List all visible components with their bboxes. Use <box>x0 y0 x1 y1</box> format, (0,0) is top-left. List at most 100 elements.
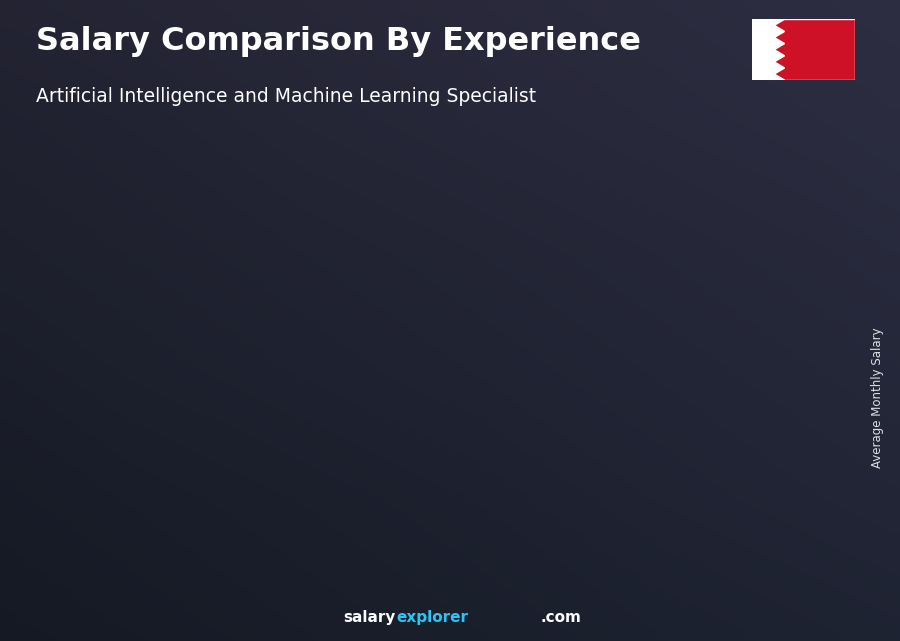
Text: Salary Comparison By Experience: Salary Comparison By Experience <box>36 26 641 56</box>
Text: +6%: +6% <box>537 266 582 284</box>
Bar <box>207 574 274 577</box>
Bar <box>335 474 401 477</box>
Bar <box>590 533 657 537</box>
Bar <box>335 512 401 515</box>
Bar <box>590 369 657 373</box>
Bar <box>463 569 529 572</box>
Bar <box>590 351 657 356</box>
Bar <box>207 492 274 494</box>
Bar <box>463 413 529 418</box>
Bar <box>335 570 401 574</box>
Bar <box>718 558 785 562</box>
Bar <box>590 524 657 528</box>
Bar <box>79 572 146 574</box>
Bar <box>718 481 785 485</box>
Bar <box>718 572 785 577</box>
Bar <box>79 489 146 491</box>
Text: 1,890 BHD: 1,890 BHD <box>328 353 408 367</box>
Bar <box>718 485 785 490</box>
Bar <box>335 419 401 422</box>
Bar <box>718 433 785 437</box>
Bar <box>207 456 274 458</box>
Bar <box>463 351 529 354</box>
Bar <box>207 431 274 434</box>
Bar <box>463 447 529 451</box>
Bar <box>207 490 274 492</box>
Bar <box>590 453 657 457</box>
Bar <box>590 395 657 400</box>
Bar <box>79 515 146 517</box>
Bar <box>590 501 657 506</box>
Bar <box>590 333 657 338</box>
Bar <box>207 480 274 483</box>
Bar <box>79 537 146 538</box>
Bar <box>718 322 785 327</box>
Bar <box>718 533 785 538</box>
Bar <box>335 439 401 442</box>
Bar <box>207 565 274 567</box>
Bar <box>207 531 274 533</box>
Bar <box>590 404 657 408</box>
Bar <box>79 561 146 563</box>
Bar <box>79 486 146 488</box>
Bar <box>207 540 274 543</box>
Bar <box>335 497 401 501</box>
Bar <box>463 422 529 426</box>
Bar <box>463 556 529 560</box>
Bar <box>590 311 657 315</box>
Bar <box>335 491 401 494</box>
Bar <box>718 519 785 524</box>
Bar <box>79 498 146 500</box>
Bar <box>463 481 529 485</box>
Bar <box>335 542 401 546</box>
Bar <box>718 351 785 356</box>
Bar <box>335 508 401 512</box>
Bar <box>335 387 401 391</box>
Bar <box>79 514 146 515</box>
Bar <box>335 429 401 432</box>
Bar <box>207 526 274 528</box>
Bar <box>463 514 529 518</box>
Bar <box>590 488 657 493</box>
Bar <box>463 476 529 481</box>
Bar <box>207 560 274 562</box>
Bar <box>718 504 785 510</box>
Bar <box>463 493 529 497</box>
Bar <box>335 408 401 412</box>
Bar <box>79 544 146 545</box>
Bar <box>590 563 657 568</box>
Bar <box>207 504 274 506</box>
Bar <box>463 526 529 531</box>
Bar <box>590 400 657 404</box>
Bar <box>590 519 657 524</box>
Bar <box>79 507 146 509</box>
Bar <box>79 472 146 474</box>
Bar <box>335 470 401 474</box>
Bar <box>590 493 657 497</box>
Bar <box>207 437 274 438</box>
Bar <box>335 501 401 504</box>
Bar <box>207 478 274 480</box>
Bar <box>590 426 657 431</box>
Bar <box>335 449 401 453</box>
Bar <box>463 522 529 527</box>
Bar <box>335 560 401 563</box>
Bar <box>718 356 785 360</box>
Bar <box>207 485 274 487</box>
Bar <box>463 405 529 409</box>
Bar <box>718 399 785 404</box>
Text: 2,430 BHD: 2,430 BHD <box>584 294 663 308</box>
Bar <box>463 535 529 539</box>
Bar <box>207 502 274 504</box>
Bar <box>335 504 401 508</box>
Bar <box>463 371 529 376</box>
Bar <box>79 521 146 522</box>
Bar <box>207 446 274 449</box>
Bar <box>335 549 401 553</box>
Bar <box>335 463 401 467</box>
Bar <box>335 442 401 446</box>
Bar <box>590 537 657 542</box>
Bar <box>590 440 657 444</box>
Bar <box>335 539 401 542</box>
Bar <box>590 449 657 453</box>
